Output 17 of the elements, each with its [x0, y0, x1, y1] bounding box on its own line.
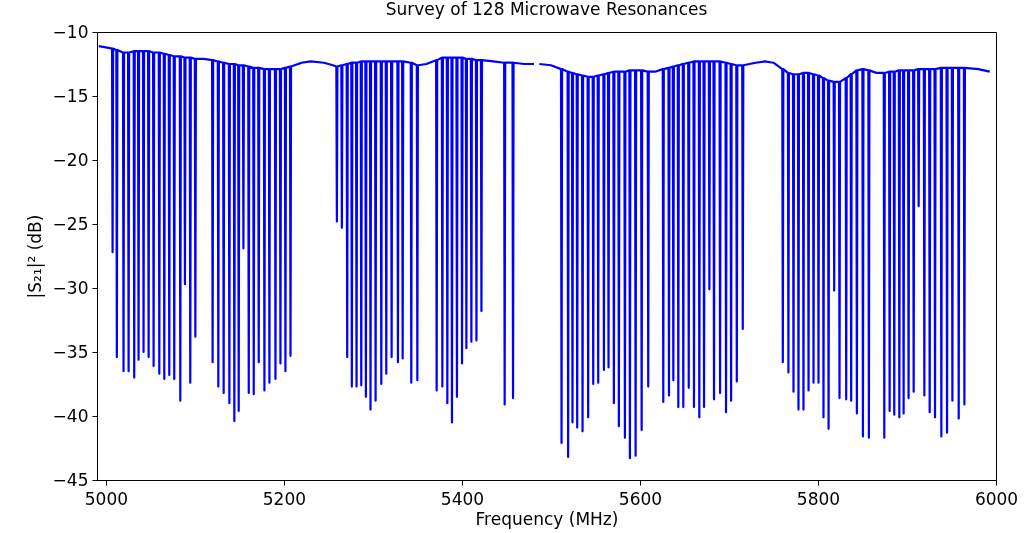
y-tick-label: −30	[52, 277, 89, 298]
y-tick-label: −40	[52, 405, 89, 426]
y-tick-label: −10	[52, 21, 89, 42]
x-tick-label: 5200	[262, 488, 307, 509]
y-tick-label: −25	[52, 213, 89, 234]
y-tick-label: −35	[52, 341, 89, 362]
y-axis-title: |S₂₁|² (dB)	[24, 214, 45, 299]
y-tick-label: −45	[52, 469, 89, 490]
y-tick-label: −20	[52, 149, 89, 170]
y-tick-label: −15	[52, 85, 89, 106]
x-tick-label: 5000	[84, 488, 129, 509]
chart-title: Survey of 128 Microwave Resonances	[385, 0, 708, 19]
x-axis-title: Frequency (MHz)	[475, 508, 619, 529]
x-tick-label: 5600	[618, 488, 663, 509]
x-tick-label: 5800	[796, 488, 841, 509]
x-tick-label: 5400	[440, 488, 485, 509]
x-tick-label: 6000	[974, 488, 1019, 509]
